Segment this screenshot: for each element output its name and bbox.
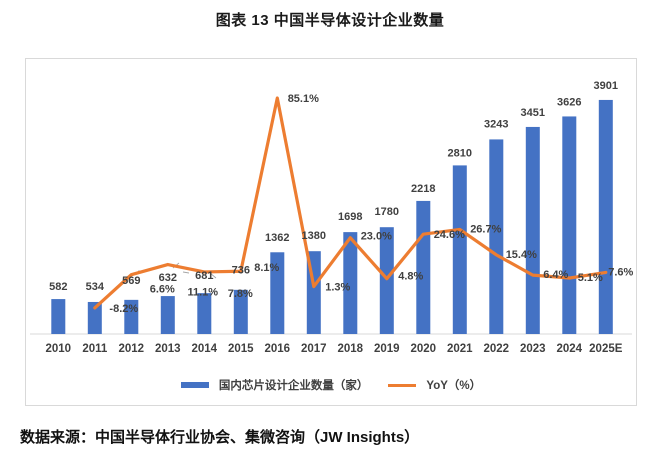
bar-value-label-2020: 2218 bbox=[411, 183, 435, 195]
yoy-label-2021: 26.7% bbox=[470, 223, 501, 235]
x-tick-label-2011: 2011 bbox=[82, 343, 108, 355]
label-leader-line bbox=[209, 272, 217, 279]
x-tick-label-2019: 2019 bbox=[374, 343, 400, 355]
bar-2013 bbox=[160, 296, 175, 334]
bar-series-legend-label: 国内芯片设计企业数量（家） bbox=[218, 380, 369, 392]
bar-2025E bbox=[598, 99, 613, 334]
x-tick-label-2023: 2023 bbox=[520, 343, 546, 355]
x-tick-label-2015: 2015 bbox=[228, 343, 254, 355]
chart-title: 图表 13 中国半导体设计企业数量 bbox=[215, 12, 445, 29]
bar-2019 bbox=[379, 227, 394, 334]
bar-value-label-2023: 3451 bbox=[521, 107, 545, 119]
x-tick-label-2014: 2014 bbox=[192, 343, 218, 355]
x-tick-label-2021: 2021 bbox=[447, 343, 473, 355]
bar-2018 bbox=[343, 232, 358, 334]
yoy-label-2024: 5.1% bbox=[578, 272, 603, 284]
yoy-label-2025E: 7.6% bbox=[608, 266, 633, 278]
yoy-label-2020: 24.6% bbox=[434, 229, 465, 241]
bar-value-label-2019: 1780 bbox=[375, 206, 399, 218]
yoy-label-2011: -8.2% bbox=[109, 303, 138, 315]
bar-series-swatch bbox=[180, 382, 209, 388]
bar-value-label-2025E: 3901 bbox=[594, 80, 618, 92]
bar-value-label-2016: 1362 bbox=[265, 232, 289, 244]
yoy-label-2022: 15.4% bbox=[506, 249, 537, 261]
yoy-label-2014: 7.8% bbox=[228, 288, 253, 300]
chart-legend: 国内芯片设计企业数量（家） YoY（%） bbox=[26, 377, 636, 393]
bar-value-label-2022: 3243 bbox=[484, 118, 508, 130]
bar-2020 bbox=[416, 200, 431, 334]
bar-value-label-2010: 582 bbox=[49, 281, 67, 293]
bar-value-label-2018: 1698 bbox=[338, 211, 362, 223]
combo-chart: 582 534 569 632 681 736 1362 1380 1698 1780 2218 28… bbox=[30, 80, 634, 355]
bar-value-label-2012: 569 bbox=[122, 275, 140, 287]
bar-value-label-2011: 534 bbox=[86, 281, 105, 293]
x-tick-label-2018: 2018 bbox=[338, 343, 364, 355]
yoy-label-2018: 23.0% bbox=[361, 231, 392, 243]
bar-value-label-2015: 736 bbox=[232, 265, 250, 277]
label-leader-line bbox=[182, 271, 190, 274]
yoy-label-2017: 1.3% bbox=[325, 281, 350, 293]
bar-2014 bbox=[197, 293, 212, 334]
yoy-label-2015: 8.1% bbox=[254, 262, 279, 274]
x-tick-label-2025E: 2025E bbox=[589, 343, 623, 355]
x-tick-label-2017: 2017 bbox=[301, 343, 327, 355]
bar-2011 bbox=[87, 301, 102, 334]
bar-value-label-2014: 681 bbox=[195, 270, 213, 282]
bar-2015 bbox=[233, 289, 248, 334]
yoy-label-2013: 11.1% bbox=[188, 286, 219, 298]
x-tick-label-2020: 2020 bbox=[411, 343, 437, 355]
bar-2010 bbox=[51, 299, 66, 334]
yoy-label-2023: 6.4% bbox=[543, 269, 568, 281]
bar-2012 bbox=[124, 299, 139, 334]
bar-2023 bbox=[525, 126, 540, 334]
line-series-swatch bbox=[388, 383, 417, 387]
x-tick-label-2024: 2024 bbox=[557, 343, 583, 355]
yoy-label-2016: 85.1% bbox=[288, 93, 319, 105]
x-tick-label-2010: 2010 bbox=[46, 343, 72, 355]
bar-2024 bbox=[562, 116, 577, 334]
x-tick-label-2012: 2012 bbox=[119, 343, 145, 355]
bar-value-label-2024: 3626 bbox=[557, 96, 581, 108]
chart-panel: 582 534 569 632 681 736 1362 1380 1698 1780 2218 28… bbox=[25, 58, 637, 406]
bar-2022 bbox=[489, 139, 504, 334]
data-source: 数据来源：中国半导体行业协会、集微咨询（JW Insights） bbox=[20, 429, 420, 446]
line-series-legend-label: YoY（%） bbox=[426, 380, 482, 392]
yoy-label-2019: 4.8% bbox=[398, 271, 423, 283]
yoy-label-2012: 6.6% bbox=[150, 284, 175, 296]
x-tick-label-2013: 2013 bbox=[155, 343, 181, 355]
x-tick-label-2022: 2022 bbox=[484, 343, 510, 355]
bar-value-label-2013: 632 bbox=[159, 272, 177, 284]
bar-value-label-2017: 1380 bbox=[302, 230, 326, 242]
x-tick-label-2016: 2016 bbox=[265, 343, 291, 355]
bar-2016 bbox=[270, 252, 285, 334]
bar-value-label-2021: 2810 bbox=[448, 147, 472, 159]
bar-2021 bbox=[452, 165, 467, 334]
yoy-line bbox=[93, 96, 608, 310]
